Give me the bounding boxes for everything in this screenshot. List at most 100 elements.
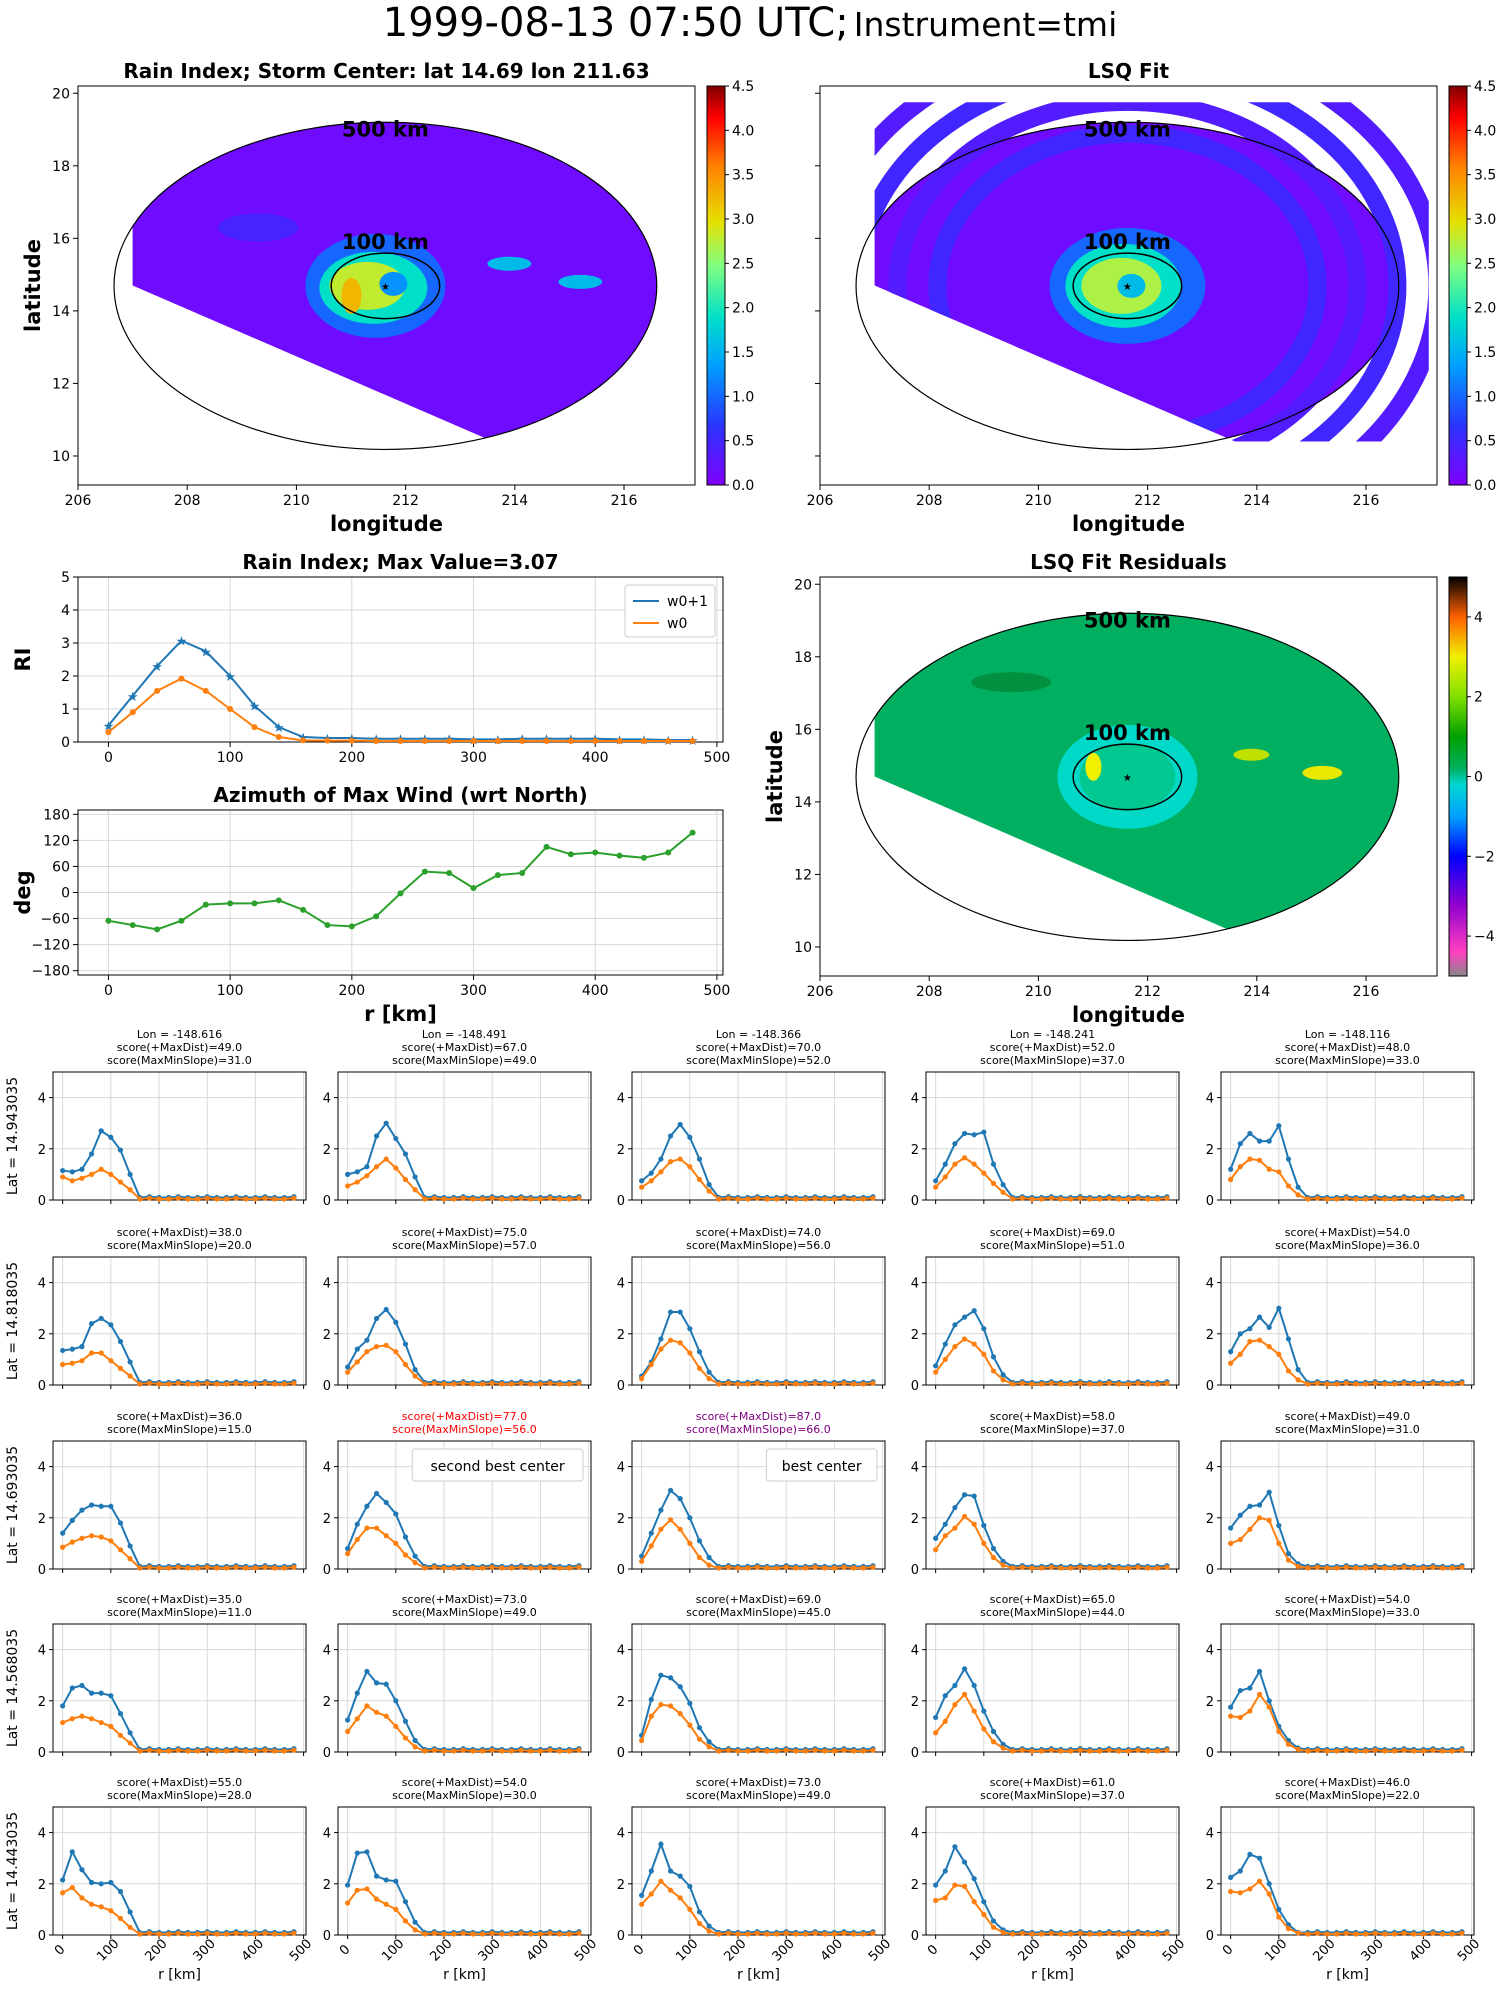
y-tick-label: 5 bbox=[61, 570, 70, 586]
series-point bbox=[981, 1911, 987, 1918]
series-point bbox=[324, 922, 331, 929]
series-point bbox=[1048, 1195, 1054, 1201]
series-point bbox=[345, 1369, 351, 1375]
y-tick-label: 2 bbox=[617, 1143, 625, 1158]
series-point bbox=[735, 1381, 741, 1387]
series-point bbox=[291, 1380, 297, 1386]
y-tick-label: 0 bbox=[617, 1563, 625, 1578]
series-point bbox=[412, 1744, 418, 1750]
series-point bbox=[687, 1134, 693, 1140]
score-maxminslope: score(MaxMinSlope)=52.0 bbox=[686, 1054, 831, 1067]
series-point bbox=[98, 1350, 104, 1356]
x-axis-label: r [km] bbox=[1031, 1967, 1074, 1983]
y-tick-label: 18 bbox=[52, 159, 70, 175]
series-point bbox=[393, 1540, 399, 1546]
x-tick-label: 216 bbox=[1353, 493, 1380, 509]
series-point bbox=[431, 1380, 437, 1386]
series-point bbox=[961, 1859, 968, 1865]
series-point bbox=[98, 1719, 104, 1726]
series-line bbox=[346, 1850, 580, 1934]
series-line bbox=[1230, 1692, 1463, 1752]
x-tick-label: 200 bbox=[338, 983, 365, 999]
series-line bbox=[1229, 1305, 1463, 1384]
y-tick-label: 20 bbox=[794, 577, 812, 593]
y-tick-label: 2 bbox=[911, 1328, 919, 1343]
series-point bbox=[812, 1564, 818, 1570]
series-point bbox=[451, 1748, 457, 1754]
y-tick-label: 2 bbox=[617, 1878, 625, 1893]
lsq_fit_map-panel: ★ 500 km 100 km 206 208 210 212 214 216 LSQ Fit lo… bbox=[807, 59, 1497, 536]
series-point bbox=[422, 1196, 428, 1202]
series-point bbox=[1087, 1565, 1093, 1571]
series-point bbox=[677, 1895, 683, 1901]
y-tick-label: −60 bbox=[40, 912, 70, 928]
x-tick-label: 100 bbox=[1262, 1936, 1290, 1964]
series-point bbox=[251, 900, 258, 907]
series-point bbox=[383, 1306, 389, 1313]
series-point bbox=[88, 1320, 95, 1327]
series-point bbox=[1372, 1195, 1378, 1201]
colorbar-tick-label: 3.0 bbox=[732, 212, 754, 228]
series-point bbox=[1077, 1380, 1083, 1386]
series-point bbox=[990, 1918, 997, 1924]
series-point bbox=[754, 1747, 760, 1753]
series-point bbox=[79, 1682, 85, 1689]
x-tick-label: 0 bbox=[52, 1942, 68, 1958]
y-tick-label: 4 bbox=[911, 1461, 919, 1476]
series-point bbox=[1145, 1196, 1151, 1202]
series-point bbox=[860, 1748, 866, 1754]
series-point bbox=[451, 1565, 457, 1571]
series-point bbox=[127, 1373, 133, 1379]
series-point bbox=[1382, 1748, 1388, 1754]
x-tick-label: 208 bbox=[174, 493, 201, 509]
series-point bbox=[499, 1565, 505, 1571]
series-point bbox=[156, 1565, 162, 1571]
y-tick-label: 2 bbox=[323, 1143, 331, 1158]
candidate-panel: 0 2 4 score(+MaxDist)=65.0score(MaxMinSlope… bbox=[911, 1593, 1180, 1761]
y-tick-label: 4 bbox=[38, 1461, 46, 1476]
series-point bbox=[1266, 1891, 1272, 1897]
series-point bbox=[677, 1156, 683, 1162]
series-point bbox=[402, 1534, 409, 1540]
x-tick-label: 0 bbox=[337, 1942, 353, 1958]
series-point bbox=[1285, 1336, 1292, 1342]
series-point bbox=[88, 1879, 95, 1886]
series-point bbox=[640, 738, 647, 745]
series-point bbox=[764, 1565, 770, 1571]
series-point bbox=[291, 1195, 297, 1201]
candidate-panel: 0 2 4 score(+MaxDist)=69.0score(MaxMinSlope… bbox=[911, 1226, 1180, 1394]
y-tick-label: 16 bbox=[794, 722, 812, 738]
series-point bbox=[233, 1564, 239, 1570]
series-point bbox=[178, 675, 185, 682]
series-point bbox=[108, 1322, 114, 1328]
series-point bbox=[677, 1711, 683, 1717]
series-point bbox=[345, 1900, 351, 1906]
colorbar-tick-label: 0.0 bbox=[732, 478, 754, 494]
colorbar-tick-label: −4 bbox=[1474, 929, 1495, 945]
y-tick-label: 12 bbox=[794, 867, 812, 883]
series-point bbox=[69, 1685, 75, 1691]
x-tick-label: 100 bbox=[673, 1936, 701, 1964]
series-point bbox=[735, 1565, 741, 1571]
series-point bbox=[981, 1708, 987, 1714]
rainband-west bbox=[218, 213, 299, 242]
series-line bbox=[934, 1337, 1168, 1385]
series-point bbox=[665, 849, 672, 856]
series-point bbox=[860, 1196, 866, 1202]
series-point bbox=[354, 1169, 360, 1175]
series-point bbox=[1164, 1195, 1170, 1201]
series-point bbox=[117, 1711, 124, 1717]
score-maxdist: score(+MaxDist)=73.0 bbox=[696, 1776, 821, 1789]
series-point bbox=[687, 1515, 693, 1521]
series-point bbox=[1266, 1517, 1272, 1523]
series-point bbox=[1411, 1748, 1417, 1754]
candidate-panel: 0 2 4 score(+MaxDist)=87.0score(MaxMinSlope… bbox=[617, 1410, 886, 1578]
series-point bbox=[677, 1873, 683, 1879]
axes-frame bbox=[1220, 1623, 1475, 1753]
series-point bbox=[971, 1341, 977, 1347]
x-tick-label: 400 bbox=[1407, 1936, 1435, 1964]
series-point bbox=[1154, 1565, 1160, 1571]
series-point bbox=[802, 1565, 809, 1571]
series-point bbox=[88, 1533, 95, 1539]
series-point bbox=[1048, 1930, 1054, 1936]
